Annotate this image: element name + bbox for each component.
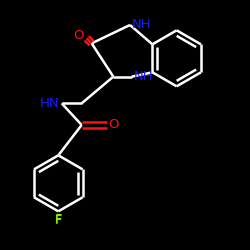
Text: HN: HN — [40, 97, 60, 110]
Text: F: F — [54, 213, 62, 226]
Text: O: O — [73, 29, 84, 42]
Text: NH: NH — [132, 18, 152, 32]
Text: F: F — [55, 214, 62, 227]
Text: NH: NH — [134, 70, 153, 83]
Text: O: O — [109, 118, 119, 132]
